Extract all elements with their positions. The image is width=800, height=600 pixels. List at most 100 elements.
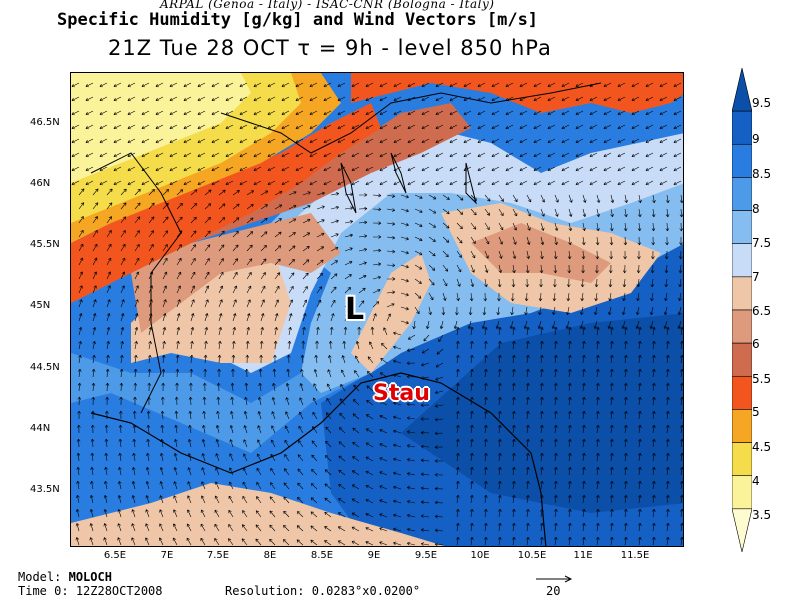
wind-arrow bbox=[379, 527, 388, 532]
wind-arrow bbox=[484, 522, 488, 532]
field-5 bbox=[71, 103, 381, 303]
wind-arrow bbox=[323, 110, 332, 116]
wind-arrow bbox=[283, 468, 290, 476]
wind-arrow bbox=[400, 264, 409, 269]
wind-arrow bbox=[176, 257, 182, 266]
wind-arrow bbox=[78, 340, 82, 350]
wind-arrow bbox=[470, 382, 474, 392]
wind-arrow bbox=[344, 260, 353, 266]
wind-arrow bbox=[211, 180, 220, 186]
wind-arrow bbox=[169, 166, 178, 172]
wind-arrow bbox=[649, 320, 654, 329]
wind-arrow bbox=[393, 359, 402, 364]
wind-arrow bbox=[386, 313, 392, 322]
wind-arrow bbox=[325, 440, 332, 448]
wind-arrow bbox=[131, 537, 136, 546]
wind-arrow bbox=[456, 368, 460, 378]
wind-arrow bbox=[365, 96, 374, 102]
wind-arrow bbox=[284, 439, 290, 448]
wind-arrow bbox=[526, 410, 530, 420]
wind-arrow bbox=[498, 250, 503, 259]
wind-arrow bbox=[470, 396, 474, 406]
wind-arrow bbox=[246, 258, 253, 266]
wind-arrow bbox=[353, 384, 360, 392]
wind-arrow bbox=[568, 326, 572, 336]
wind-arrow bbox=[680, 508, 683, 518]
wind-arrow bbox=[407, 334, 416, 340]
wind-arrow bbox=[340, 384, 346, 392]
wind-arrow bbox=[134, 327, 139, 336]
wind-arrow bbox=[575, 180, 584, 186]
wind-arrow bbox=[175, 368, 180, 378]
wind-arrow bbox=[302, 232, 311, 238]
wind-arrow bbox=[379, 513, 388, 518]
wind-arrow bbox=[310, 539, 318, 546]
wind-arrow bbox=[496, 306, 501, 316]
wind-arrow bbox=[228, 538, 234, 546]
wind-arrow bbox=[568, 396, 572, 406]
wind-arrow bbox=[505, 82, 514, 88]
wind-arrow bbox=[526, 354, 530, 364]
wind-arrow bbox=[477, 152, 486, 158]
wind-arrow bbox=[379, 124, 388, 130]
wind-arrow bbox=[78, 216, 84, 224]
wind-arrow bbox=[176, 285, 181, 294]
wind-arrow bbox=[554, 438, 558, 448]
wind-arrow bbox=[435, 376, 444, 381]
wind-arrow bbox=[288, 204, 297, 210]
wind-arrow bbox=[183, 180, 192, 186]
wind-arrow bbox=[407, 138, 416, 144]
wind-arrow bbox=[463, 166, 472, 172]
wind-arrow bbox=[622, 264, 627, 274]
wind-arrow bbox=[147, 368, 152, 378]
wind-arrow bbox=[526, 250, 530, 260]
wind-arrow bbox=[211, 110, 220, 116]
wind-arrow bbox=[134, 188, 141, 196]
wind-arrow bbox=[169, 180, 178, 186]
wind-arrow bbox=[274, 326, 278, 336]
wind-arrow bbox=[679, 208, 683, 218]
wind-arrow bbox=[243, 439, 248, 448]
wind-arrow bbox=[232, 299, 237, 308]
wind-arrow bbox=[519, 82, 528, 88]
wind-arrow bbox=[204, 216, 211, 224]
wind-arrow bbox=[467, 320, 472, 329]
wind-arrow bbox=[365, 82, 374, 88]
wind-arrow bbox=[309, 110, 318, 116]
wind-arrow bbox=[582, 508, 586, 518]
wind-arrow bbox=[232, 271, 238, 280]
wind-arrow bbox=[596, 522, 600, 532]
wind-arrow bbox=[351, 512, 360, 518]
wind-arrow bbox=[673, 180, 682, 186]
wind-arrow bbox=[526, 236, 531, 245]
wind-arrow bbox=[407, 166, 416, 172]
wind-arrow bbox=[610, 424, 614, 434]
wind-arrow bbox=[186, 537, 192, 546]
wind-arrow bbox=[510, 292, 515, 302]
wind-arrow bbox=[379, 414, 388, 420]
wind-arrow bbox=[302, 218, 311, 224]
wind-arrow bbox=[85, 180, 94, 186]
wind-arrow bbox=[218, 189, 226, 196]
wind-arrow bbox=[148, 271, 154, 280]
wind-arrow bbox=[568, 424, 572, 434]
wind-arrow bbox=[453, 320, 458, 329]
wind-arrow bbox=[218, 203, 226, 210]
wind-arrow bbox=[455, 306, 459, 316]
wind-arrow bbox=[652, 480, 656, 490]
wind-arrow bbox=[540, 194, 546, 203]
wind-arrow bbox=[104, 480, 108, 490]
wind-arrow bbox=[162, 327, 167, 336]
wind-arrow bbox=[200, 509, 206, 518]
wind-arrow bbox=[190, 257, 196, 266]
wind-arrow bbox=[666, 368, 670, 378]
wind-arrow bbox=[603, 152, 612, 158]
wind-arrow bbox=[228, 495, 234, 504]
wind-arrow bbox=[526, 208, 531, 217]
wind-arrow bbox=[99, 110, 108, 116]
wind-arrow bbox=[582, 382, 586, 392]
wind-arrow bbox=[260, 244, 267, 252]
wind-arrow bbox=[491, 180, 500, 186]
wind-arrow bbox=[498, 438, 502, 448]
wind-arrow bbox=[379, 96, 388, 102]
